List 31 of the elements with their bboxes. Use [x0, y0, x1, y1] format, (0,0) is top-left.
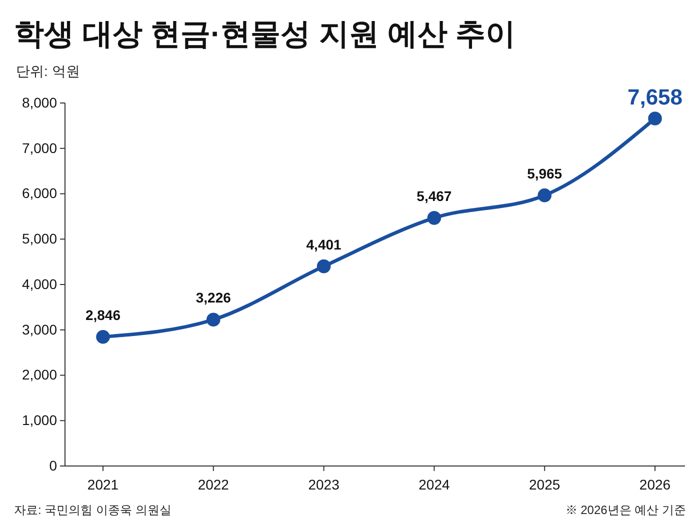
data-label: 5,467 — [416, 188, 452, 204]
x-tick-label: 2024 — [418, 476, 450, 492]
x-tick-label: 2022 — [198, 476, 230, 492]
data-label: 3,226 — [196, 290, 232, 306]
y-tick-label: 4,000 — [22, 276, 58, 292]
data-label: 2,846 — [85, 306, 121, 323]
point — [427, 211, 442, 225]
text: 자료: 국민의힘 이종욱 의원실 — [14, 503, 172, 517]
text: ※ 2026년은 예산 기준 — [565, 503, 686, 517]
x-tick-label: 2026 — [639, 476, 671, 492]
point — [96, 330, 110, 344]
y-tick-label: 3,000 — [22, 321, 58, 338]
data-label: 5,965 — [527, 165, 562, 182]
y-tick-label: 5,000 — [22, 230, 58, 247]
chart-subtitle: 단위: 억원 — [16, 63, 80, 79]
point — [538, 188, 552, 202]
data-label: 4,401 — [306, 236, 342, 252]
y-tick-label: 2,000 — [22, 366, 58, 383]
chart-title: 학생 대상 현금·현물성 지원 예산 추이 — [14, 18, 516, 51]
y-tick-label: 6,000 — [22, 185, 58, 202]
point — [316, 259, 331, 274]
x-tick-label: 2021 — [87, 476, 119, 492]
point — [206, 312, 220, 327]
y-tick-label: 0 — [49, 457, 58, 474]
point — [648, 112, 662, 126]
x-tick-label: 2023 — [308, 476, 340, 492]
y-tick-label: 7,000 — [22, 140, 58, 156]
y-tick-label: 1,000 — [22, 412, 58, 428]
x-tick-label: 2025 — [529, 476, 560, 492]
data-label: 7,658 — [627, 84, 683, 110]
y-tick-label: 8,000 — [22, 94, 58, 110]
